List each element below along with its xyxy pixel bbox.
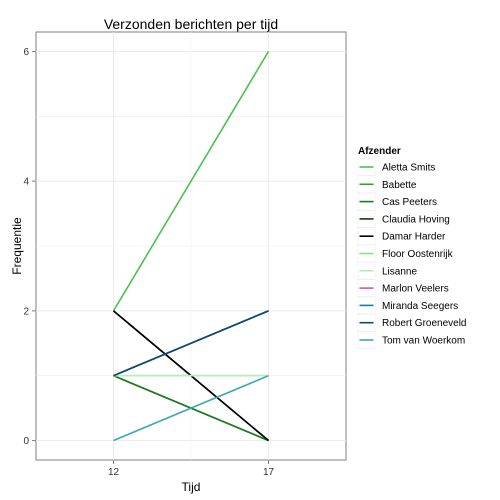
x-tick-label: 12 bbox=[108, 467, 120, 478]
y-axis-ticks: 0 2 4 6 bbox=[23, 47, 36, 447]
legend-label: Claudia Hoving bbox=[382, 214, 450, 225]
series-line-10 bbox=[113, 374, 269, 442]
y-tick-label: 0 bbox=[23, 436, 29, 447]
legend-title: Afzender bbox=[358, 146, 401, 157]
legend-label: Floor Oostenrijk bbox=[382, 249, 454, 260]
grid-lines bbox=[36, 32, 346, 460]
legend-label: Miranda Seegers bbox=[382, 301, 458, 312]
y-tick-label: 4 bbox=[23, 177, 29, 188]
chart-title: Verzonden berichten per tijd bbox=[104, 16, 278, 32]
series-lines bbox=[112, 51, 270, 442]
legend-items: Aletta Smits Babette Cas Peeters Claudia Ho… bbox=[357, 158, 467, 349]
legend-label: Robert Groeneveld bbox=[382, 318, 467, 329]
legend-label: Damar Harder bbox=[382, 232, 446, 243]
y-tick-label: 6 bbox=[23, 47, 29, 58]
legend-label: Aletta Smits bbox=[382, 163, 435, 174]
y-tick-label: 2 bbox=[23, 306, 29, 317]
series-line-0 bbox=[112, 51, 270, 312]
x-tick-label: 17 bbox=[263, 467, 275, 478]
legend-label: Cas Peeters bbox=[382, 197, 437, 208]
series-line-9 bbox=[113, 310, 269, 377]
legend-label: Marlon Veelers bbox=[382, 284, 449, 295]
legend-label: Tom van Woerkom bbox=[382, 336, 465, 347]
y-axis-label: Frequentie bbox=[10, 217, 24, 275]
legend-label: Babette bbox=[382, 180, 417, 191]
legend: Afzender Aletta Smits Babette Cas Peeters C… bbox=[357, 146, 467, 349]
x-axis-label: Tijd bbox=[182, 480, 201, 494]
legend-label: Lisanne bbox=[382, 266, 417, 277]
x-axis-ticks: 12 17 bbox=[108, 460, 275, 478]
